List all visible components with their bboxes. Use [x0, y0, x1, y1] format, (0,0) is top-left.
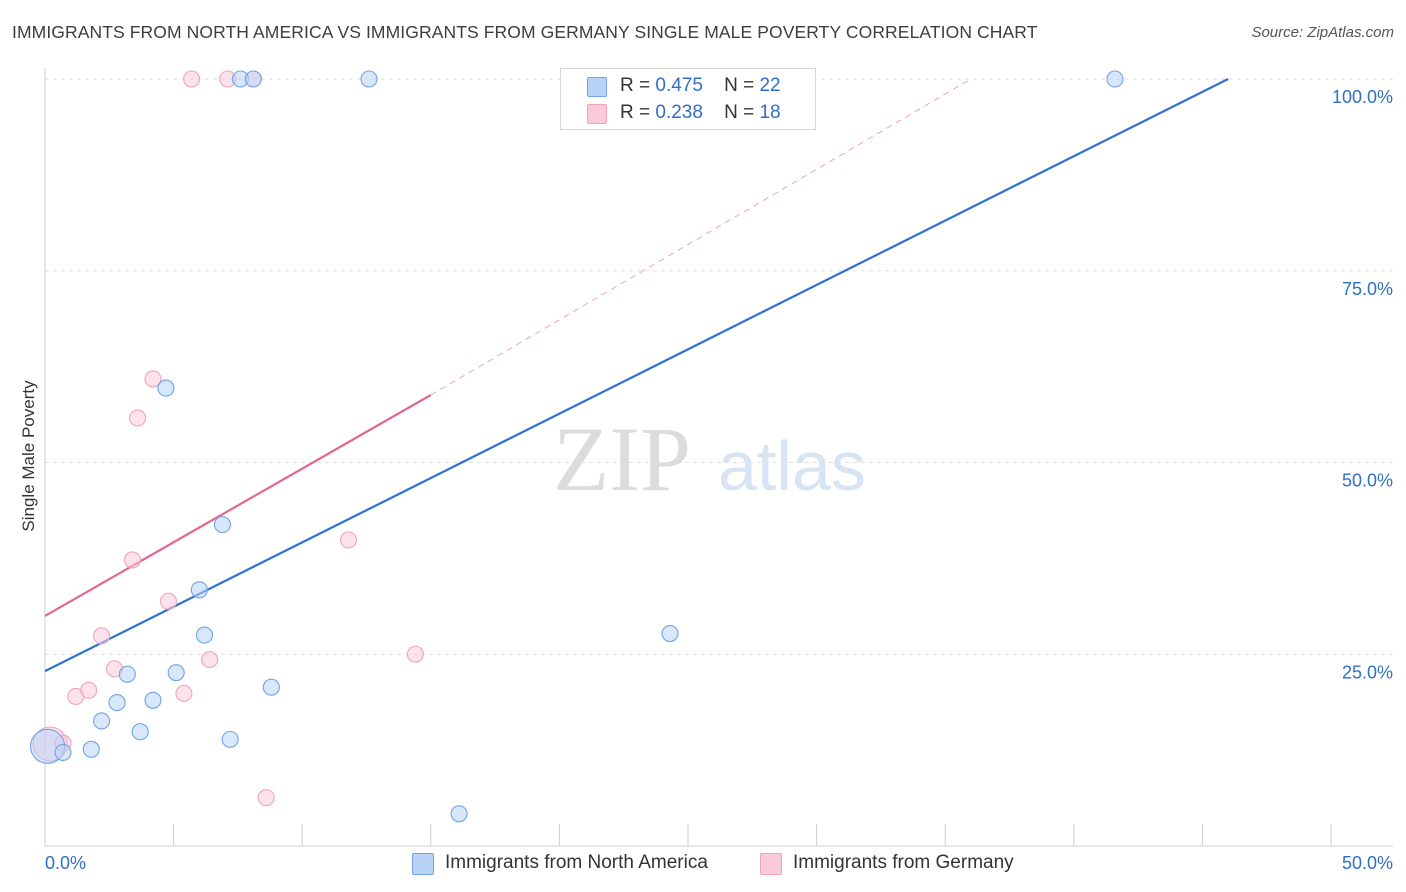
legend-swatch-north-america [587, 77, 607, 97]
tick-labels: 25.0% 50.0% 75.0% 100.0% 0.0% 50.0% [45, 87, 1393, 873]
data-point [93, 627, 111, 645]
grid-lines [45, 78, 1393, 655]
trend-line-series-1 [44, 394, 432, 617]
data-point [93, 712, 111, 730]
data-point [661, 624, 679, 643]
series-label-north-america: Immigrants from North America [445, 852, 708, 873]
data-point [213, 516, 232, 534]
chart-title: IMMIGRANTS FROM NORTH AMERICA VS IMMIGRA… [12, 22, 1038, 42]
data-point [175, 684, 193, 702]
legend-n-label: N = [724, 102, 755, 123]
y-tick-label: 25.0% [1342, 662, 1393, 682]
series-label-germany: Immigrants from Germany [793, 852, 1014, 873]
data-point [82, 740, 100, 758]
data-point [201, 651, 219, 669]
y-axis-label: Single Male Poverty [19, 380, 38, 532]
data-point [118, 665, 136, 683]
data-point [144, 691, 162, 709]
data-point [108, 694, 126, 712]
x-tick-label: 50.0% [1342, 853, 1393, 873]
trend-line-series-0 [44, 78, 1229, 673]
y-tick-label: 75.0% [1342, 279, 1393, 299]
y-tick-label: 50.0% [1342, 471, 1393, 491]
data-point [195, 626, 214, 644]
source-label: Source: ZipAtlas.com [1251, 24, 1394, 41]
axes [44, 68, 1393, 847]
y-tick-label: 100.0% [1332, 87, 1393, 107]
data-point [262, 678, 280, 696]
data-point [257, 789, 275, 807]
legend-r-label: R = [620, 75, 651, 96]
data-point [123, 551, 141, 569]
legend-swatch-germany [587, 104, 607, 124]
data-point [190, 581, 208, 599]
data-point [167, 664, 185, 682]
data-points [30, 70, 1124, 823]
legend-r-value: 0.238 [655, 102, 703, 123]
watermark-zip: ZIP [553, 408, 691, 510]
watermark: ZIP atlas [553, 408, 866, 510]
data-point [129, 409, 147, 427]
data-point [1106, 70, 1124, 88]
trend-line-extension [430, 78, 972, 396]
data-point [80, 681, 98, 699]
legend-r-value: 0.475 [655, 75, 703, 96]
legend-r-label: R = [620, 102, 651, 123]
trend-lines [44, 78, 1229, 673]
data-point [360, 70, 378, 88]
legend-n-value: 22 [759, 75, 781, 96]
data-point [406, 645, 424, 663]
data-point [450, 805, 468, 823]
legend-n-value: 18 [759, 102, 781, 123]
data-point [131, 723, 149, 741]
data-point [157, 379, 175, 397]
series-swatch-germany [760, 853, 782, 875]
data-point [159, 592, 178, 610]
data-point [221, 730, 239, 748]
watermark-atlas: atlas [718, 427, 866, 505]
correlation-legend: R = 0.475 N = 22 R = 0.238 N = 18 [560, 68, 816, 130]
legend-n-label: N = [724, 75, 755, 96]
series-swatch-north-america [412, 853, 434, 875]
data-point [339, 531, 358, 549]
data-point [54, 743, 72, 761]
data-point [244, 70, 262, 88]
x-tick-label: 0.0% [45, 853, 86, 873]
data-point [183, 70, 201, 88]
data-point [144, 370, 162, 388]
